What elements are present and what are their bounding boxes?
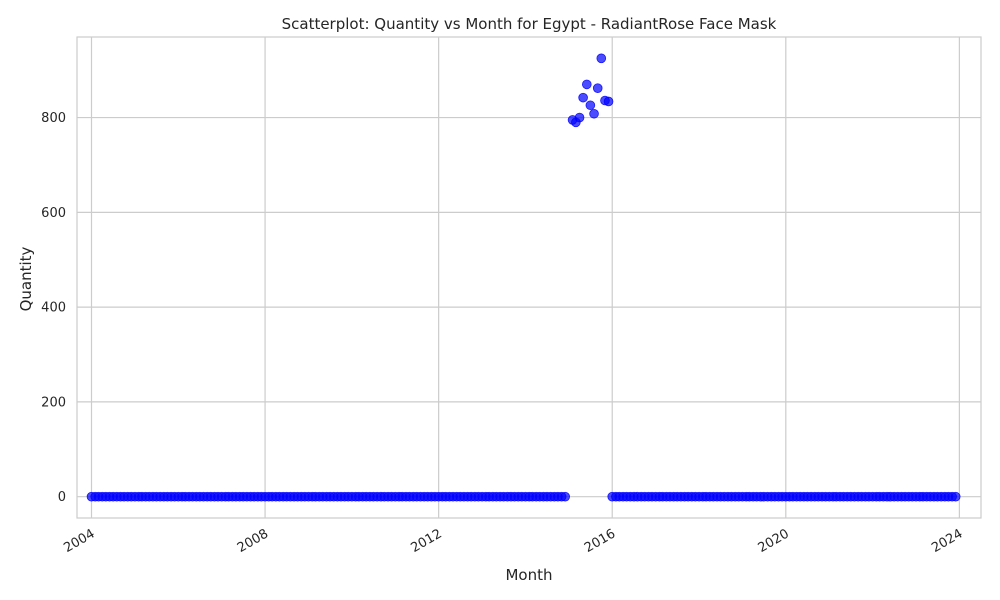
data-point — [603, 96, 614, 107]
y-tick-label: 800 — [41, 111, 66, 126]
y-tick-label: 0 — [58, 490, 66, 505]
data-point — [589, 108, 599, 119]
data-point — [574, 112, 585, 123]
data-point — [596, 53, 607, 64]
data-point — [950, 491, 961, 502]
y-tick-label: 400 — [41, 301, 66, 316]
data-point — [578, 92, 588, 103]
y-tick-label: 600 — [41, 206, 66, 221]
data-point — [560, 491, 570, 502]
y-axis-label: Quantity — [17, 246, 35, 311]
data-point — [592, 83, 603, 93]
data-point — [581, 79, 592, 90]
chart-title: Scatterplot: Quantity vs Month for Egypt… — [282, 15, 777, 33]
plot-frame — [76, 36, 982, 519]
x-axis-label: Month — [505, 566, 552, 584]
data-point — [585, 100, 596, 111]
data-points — [86, 53, 961, 502]
y-tick-label: 200 — [41, 395, 66, 410]
